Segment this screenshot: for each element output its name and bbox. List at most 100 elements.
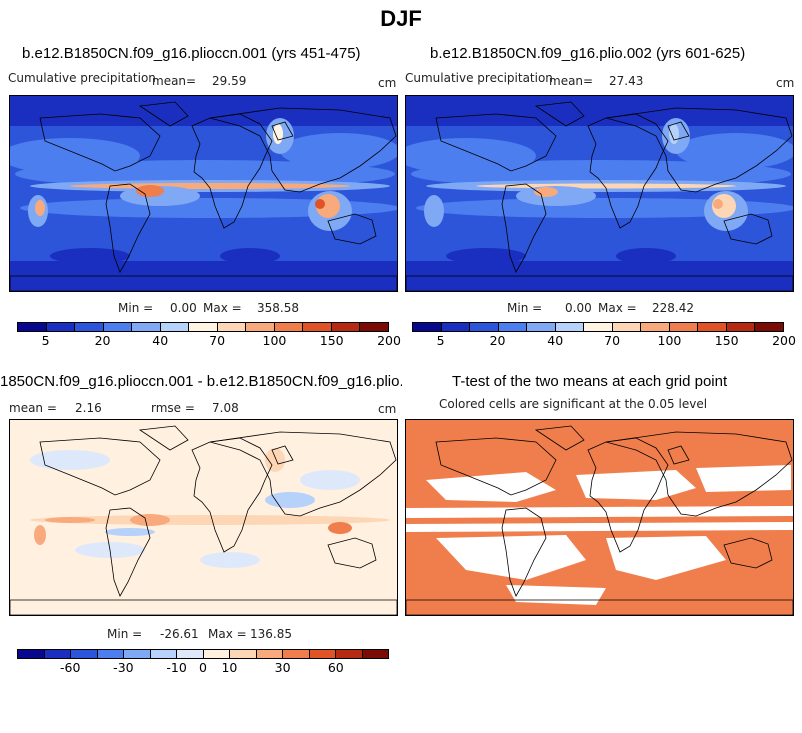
colorbar-tick-label: 0 bbox=[199, 660, 207, 675]
colorbar-tick-label: 150 bbox=[714, 333, 739, 348]
precip-map-case1 bbox=[9, 95, 398, 292]
panel-subtitle-bottom-right: Colored cells are significant at the 0.0… bbox=[439, 397, 708, 411]
max-value-bottom-left: 136.85 bbox=[250, 627, 292, 641]
units-bottom-left: cm bbox=[378, 402, 397, 416]
colorbar-tick-label: 70 bbox=[209, 333, 226, 348]
colorbar-tick-label: 100 bbox=[262, 333, 287, 348]
colorbar-swatch bbox=[362, 650, 388, 658]
colorbar-bottom-left bbox=[17, 649, 389, 659]
colorbar-swatch bbox=[177, 650, 204, 658]
min-value-bottom-left: -26.61 bbox=[160, 627, 199, 641]
colorbar-swatch bbox=[441, 323, 471, 331]
colorbar-swatch bbox=[309, 650, 336, 658]
colorbar-swatch bbox=[470, 323, 499, 331]
min-value-top-left: 0.00 bbox=[170, 301, 197, 315]
colorbar-swatch bbox=[555, 323, 585, 331]
max-label-top-right: Max = bbox=[598, 301, 637, 315]
colorbar-swatch bbox=[584, 323, 613, 331]
colorbar-tick-label: 100 bbox=[657, 333, 682, 348]
max-value-top-right: 228.42 bbox=[652, 301, 694, 315]
colorbar-swatches bbox=[17, 649, 389, 659]
colorbar-swatch bbox=[726, 323, 756, 331]
colorbar-swatch bbox=[203, 650, 230, 658]
colorbar-swatch bbox=[103, 323, 133, 331]
precip-map-case2 bbox=[405, 95, 794, 292]
colorbar-swatch bbox=[283, 650, 310, 658]
colorbar-swatch bbox=[18, 650, 45, 658]
panel-title-bottom-left: 1850CN.f09_g16.plioccn.001 - b.e12.B1850… bbox=[0, 373, 402, 390]
figure-title: DJF bbox=[380, 6, 422, 31]
colorbar-swatch bbox=[97, 650, 124, 658]
panel-title-top-left: b.e12.B1850CN.f09_g16.plioccn.001 (yrs 4… bbox=[22, 45, 361, 62]
colorbar-swatch bbox=[669, 323, 699, 331]
colorbar-tick-label: -10 bbox=[166, 660, 187, 675]
mean-label-bottom-left: mean = bbox=[9, 401, 57, 415]
colorbar-tick-label: 200 bbox=[377, 333, 401, 348]
colorbar-labels-top-left: 5 20 40 70 100 150 200 bbox=[17, 333, 401, 349]
colorbar-swatches bbox=[412, 322, 784, 332]
colorbar-swatch bbox=[150, 650, 177, 658]
significance-map bbox=[405, 419, 794, 616]
colorbar-swatch bbox=[413, 323, 442, 331]
mean-value-bottom-left: 2.16 bbox=[75, 401, 102, 415]
colorbar-swatch bbox=[274, 323, 304, 331]
difference-map bbox=[9, 419, 398, 616]
colorbar-swatch bbox=[698, 323, 727, 331]
colorbar-tick-label: 70 bbox=[604, 333, 621, 348]
colorbar-swatch bbox=[755, 323, 783, 331]
colorbar-swatch bbox=[641, 323, 670, 331]
units-top-left: cm bbox=[378, 76, 397, 90]
colorbar-swatch bbox=[527, 323, 556, 331]
colorbar-tick-label: 200 bbox=[772, 333, 796, 348]
colorbar-tick-label: 30 bbox=[274, 660, 291, 675]
colorbar-swatch bbox=[256, 650, 283, 658]
colorbar-swatch bbox=[612, 323, 642, 331]
colorbar-tick-label: 10 bbox=[221, 660, 238, 675]
colorbar-tick-label: -60 bbox=[59, 660, 81, 675]
mean-label-top-left: mean= bbox=[152, 74, 197, 88]
min-value-top-right: 0.00 bbox=[565, 301, 592, 315]
colorbar-swatch bbox=[132, 323, 161, 331]
colorbar-swatch bbox=[160, 323, 190, 331]
variable-label-top-left: Cumulative precipitation bbox=[8, 71, 156, 85]
colorbar-tick-label: -30 bbox=[113, 660, 134, 675]
colorbar-swatches bbox=[17, 322, 389, 332]
colorbar-swatch bbox=[498, 323, 528, 331]
colorbar-swatch bbox=[331, 323, 361, 331]
colorbar-swatch bbox=[46, 323, 76, 331]
colorbar-tick-label: 40 bbox=[547, 333, 564, 348]
colorbar-labels-bottom-left: -60 -30 -10 0 10 30 60 bbox=[17, 660, 389, 676]
mean-label-top-right: mean= bbox=[549, 74, 594, 88]
colorbar-tick-label: 5 bbox=[41, 333, 50, 348]
variable-label-top-right: Cumulative precipitation bbox=[405, 71, 553, 85]
units-top-right: cm bbox=[776, 76, 795, 90]
colorbar-tick-label: 5 bbox=[436, 333, 445, 348]
colorbar-swatch bbox=[246, 323, 275, 331]
max-label-bottom-left: Max = bbox=[208, 627, 247, 641]
mean-value-top-right: 27.43 bbox=[609, 74, 644, 88]
rmse-label-bottom-left: rmse = bbox=[151, 401, 195, 415]
colorbar-tick-label: 150 bbox=[319, 333, 344, 348]
min-label-top-left: Min = bbox=[118, 301, 154, 315]
colorbar-labels-top-right: 5 20 40 70 100 150 200 bbox=[412, 333, 796, 349]
mean-value-top-left: 29.59 bbox=[212, 74, 247, 88]
max-value-top-left: 358.58 bbox=[257, 301, 299, 315]
colorbar-swatch bbox=[336, 650, 363, 658]
colorbar-tick-label: 40 bbox=[152, 333, 169, 348]
panel-title-bottom-right: T-test of the two means at each grid poi… bbox=[452, 373, 728, 390]
panel-title-top-right: b.e12.B1850CN.f09_g16.plio.002 (yrs 601-… bbox=[430, 45, 746, 62]
max-label-top-left: Max = bbox=[203, 301, 242, 315]
rmse-value-bottom-left: 7.08 bbox=[212, 401, 239, 415]
colorbar-swatch bbox=[360, 323, 388, 331]
colorbar-swatch bbox=[71, 650, 98, 658]
colorbar-top-left bbox=[17, 322, 389, 332]
colorbar-swatch bbox=[230, 650, 257, 658]
colorbar-swatch bbox=[44, 650, 71, 658]
colorbar-swatch bbox=[124, 650, 151, 658]
colorbar-tick-label: 20 bbox=[489, 333, 506, 348]
colorbar-tick-label: 60 bbox=[327, 660, 344, 675]
colorbar-swatch bbox=[217, 323, 247, 331]
colorbar-swatch bbox=[75, 323, 104, 331]
colorbar-swatch bbox=[189, 323, 218, 331]
colorbar-swatch bbox=[303, 323, 332, 331]
